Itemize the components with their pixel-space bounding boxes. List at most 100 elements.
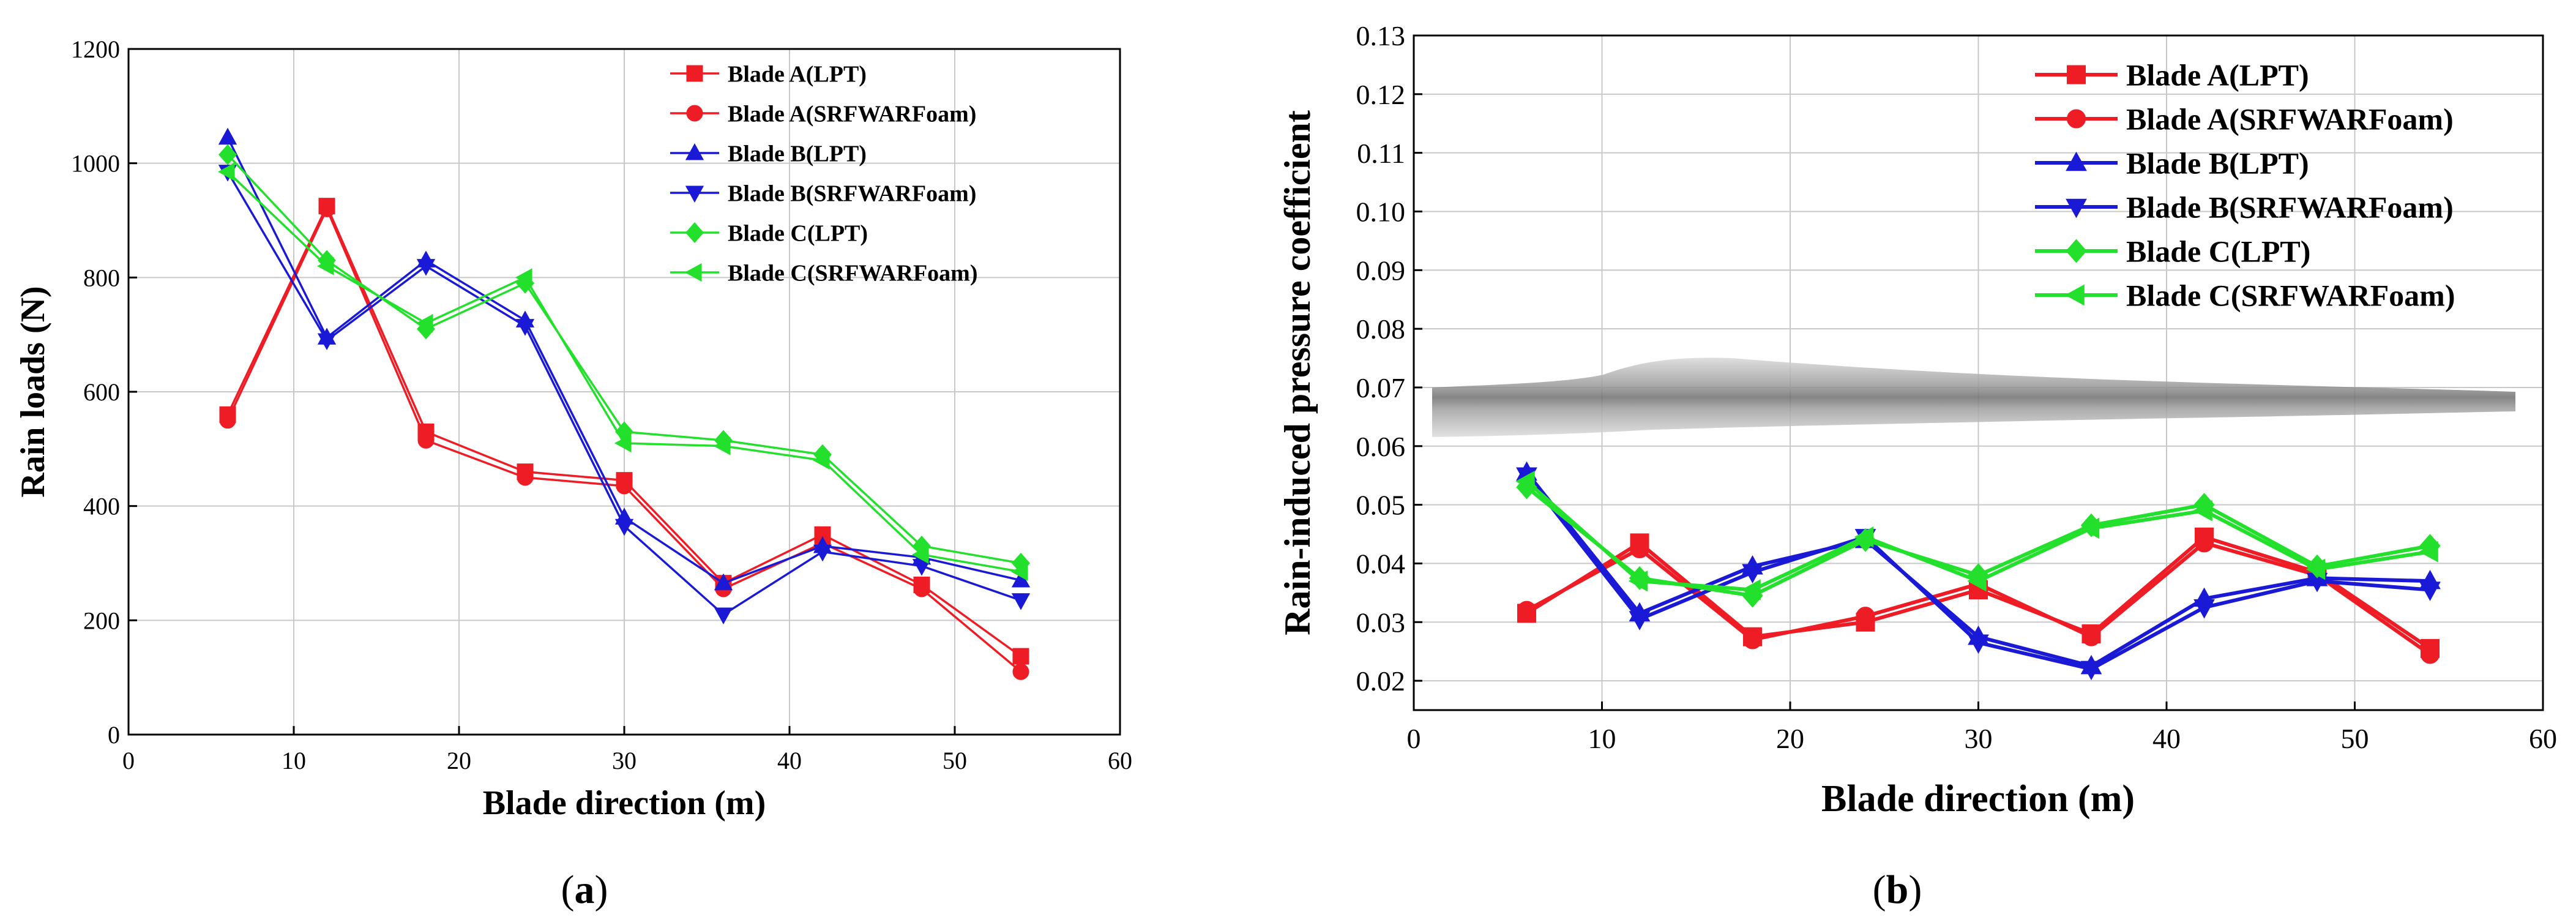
legend-entry: Blade C(SRFWARFoam) [670, 260, 977, 286]
y-tick-label: 0.13 [1356, 20, 1406, 51]
legend-marker [2067, 65, 2086, 84]
data-point [2421, 645, 2440, 664]
legend-entry: Blade B(SRFWARFoam) [2035, 190, 2454, 225]
caption-b: (b) [1873, 867, 1922, 912]
legend-label: Blade C(LPT) [2126, 234, 2310, 269]
legend-a: Blade A(LPT) Blade A(SRFWARFoam) Blade B(L… [670, 61, 977, 286]
data-point [614, 433, 632, 453]
data-point [1854, 526, 1874, 548]
legend-entry: Blade A(LPT) [2035, 58, 2309, 92]
x-tick-label: 30 [612, 747, 637, 774]
data-point [1012, 648, 1029, 665]
y-axis-title-b: Rain-induced pressure coefficient [1277, 110, 1318, 635]
data-point [416, 313, 433, 333]
legend-marker [686, 65, 703, 82]
y-tick-label: 400 [83, 493, 120, 520]
data-point [515, 319, 535, 336]
legend-entry: Blade B(LPT) [670, 141, 867, 167]
y-tick-label: 0.08 [1356, 313, 1406, 345]
data-point [317, 333, 337, 350]
x-tick-label: 10 [282, 747, 306, 774]
data-point [2193, 599, 2215, 619]
legend-marker [2066, 239, 2087, 263]
series-b [1515, 461, 2441, 681]
data-point [1515, 470, 1535, 492]
legend-b: Blade A(LPT) Blade A(SRFWARFoam) Blade B(L… [2035, 58, 2455, 313]
legend-label: Blade C(LPT) [728, 220, 868, 246]
data-point [1012, 663, 1029, 680]
data-point [1741, 579, 1761, 601]
x-tick-label: 40 [2152, 723, 2181, 754]
x-tick-label: 20 [447, 747, 471, 774]
x-tick-label: 50 [943, 747, 967, 774]
legend-marker [2066, 198, 2087, 219]
legend-marker [686, 105, 703, 122]
data-point [318, 200, 335, 217]
data-point [2419, 541, 2438, 563]
legend-entry: Blade B(LPT) [2035, 146, 2309, 181]
data-point [219, 412, 236, 429]
x-tick-label: 10 [1588, 723, 1616, 754]
legend-label: Blade C(SRFWARFoam) [728, 260, 977, 286]
legend-marker [2065, 284, 2085, 306]
series-a [218, 127, 1031, 680]
x-axis-title-a: Blade direction (m) [483, 784, 766, 822]
caption-a-letter: a [575, 867, 595, 912]
y-tick-label: 0.11 [1357, 138, 1405, 169]
legend-label: Blade C(SRFWARFoam) [2126, 279, 2455, 313]
legend-entry: Blade A(SRFWARFoam) [670, 101, 976, 127]
blade-silhouette [1432, 357, 2515, 437]
data-point [714, 573, 733, 591]
data-point [1517, 601, 1536, 620]
data-point [714, 607, 733, 624]
y-tick-label: 0 [108, 721, 120, 749]
legend-label: Blade B(LPT) [2126, 146, 2309, 181]
data-point [1743, 630, 1762, 649]
legend-marker [685, 222, 704, 244]
legend-marker [685, 143, 704, 160]
data-point [2305, 558, 2326, 580]
data-point [1742, 564, 1763, 584]
legend-entry: Blade A(SRFWARFoam) [2035, 102, 2454, 137]
ticks-b: 0 10 20 30 40 50 60 0.02 0.03 0.04 0.05 0.06 0.07 0.0… [1356, 20, 2558, 754]
legend-label: Blade A(SRFWARFoam) [728, 101, 976, 127]
y-tick-label: 1200 [71, 36, 120, 63]
y-tick-label: 800 [83, 264, 120, 291]
data-point [2080, 517, 2100, 539]
data-point [515, 268, 532, 287]
data-point [912, 545, 929, 564]
chart-b: 0 10 20 30 40 50 60 0.02 0.03 0.04 0.05 0.06 0.07 0.0… [1277, 20, 2557, 912]
data-point [2081, 627, 2101, 646]
legend-label: Blade A(SRFWARFoam) [2126, 102, 2454, 137]
data-point [1628, 570, 1648, 592]
y-tick-label: 0.07 [1356, 372, 1406, 403]
x-axis-title-b: Blade direction (m) [1821, 778, 2135, 820]
legend-label: Blade B(SRFWARFoam) [2126, 190, 2454, 225]
y-tick-label: 0.12 [1356, 79, 1406, 110]
y-tick-label: 0.05 [1356, 490, 1406, 521]
y-tick-label: 1000 [71, 150, 120, 178]
data-point [616, 477, 633, 495]
data-point [913, 580, 930, 597]
y-tick-label: 0.04 [1356, 548, 1406, 580]
x-tick-label: 0 [122, 747, 135, 774]
y-axis-title-a: Rain loads (N) [14, 286, 52, 497]
y-tick-label: 0.02 [1356, 665, 1406, 697]
y-tick-label: 0.03 [1356, 607, 1406, 638]
data-point [1856, 607, 1875, 626]
legend-label: Blade A(LPT) [728, 61, 867, 87]
data-point [813, 544, 832, 562]
legend-entry: Blade C(LPT) [670, 220, 868, 246]
legend-entry: Blade B(SRFWARFoam) [670, 181, 976, 206]
x-tick-label: 60 [2529, 723, 2557, 754]
data-point [1968, 634, 1989, 654]
x-tick-label: 20 [1776, 723, 1804, 754]
legend-marker [685, 185, 704, 203]
data-point [218, 144, 237, 165]
y-tick-label: 0.10 [1356, 196, 1406, 228]
data-point [614, 518, 634, 536]
legend-label: Blade A(LPT) [2126, 58, 2309, 92]
x-tick-label: 30 [1965, 723, 1993, 754]
data-point [517, 469, 534, 486]
